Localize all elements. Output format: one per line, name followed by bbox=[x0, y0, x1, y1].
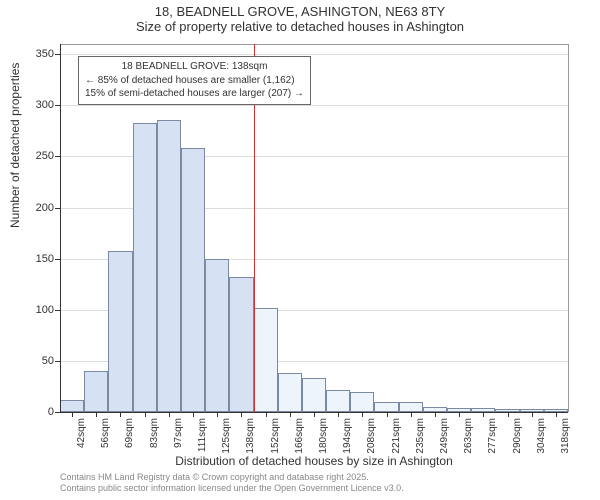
y-tick-label: 150 bbox=[36, 253, 54, 265]
histogram-bar bbox=[229, 277, 253, 412]
x-tick-mark bbox=[266, 412, 267, 417]
x-tick-mark bbox=[532, 412, 533, 417]
x-tick-label: 208sqm bbox=[366, 418, 377, 454]
x-tick-mark bbox=[508, 412, 509, 417]
y-tick-mark bbox=[55, 105, 60, 106]
histogram-bar bbox=[181, 148, 205, 412]
x-tick-mark bbox=[72, 412, 73, 417]
x-tick-mark bbox=[290, 412, 291, 417]
histogram-bar bbox=[108, 251, 132, 413]
x-tick-mark bbox=[338, 412, 339, 417]
x-tick-mark bbox=[193, 412, 194, 417]
y-tick-mark bbox=[55, 156, 60, 157]
histogram-bar bbox=[278, 373, 302, 412]
y-tick-label: 0 bbox=[48, 406, 54, 418]
x-tick-label: 263sqm bbox=[463, 418, 474, 454]
y-tick-label: 250 bbox=[36, 150, 54, 162]
gridline bbox=[60, 105, 568, 106]
histogram-bar bbox=[326, 390, 350, 412]
x-tick-mark bbox=[241, 412, 242, 417]
x-tick-mark bbox=[96, 412, 97, 417]
histogram-bar bbox=[60, 400, 84, 412]
x-tick-label: 277sqm bbox=[487, 418, 498, 454]
x-tick-label: 56sqm bbox=[100, 418, 111, 448]
x-tick-label: 235sqm bbox=[415, 418, 426, 454]
chart-title-sub: Size of property relative to detached ho… bbox=[0, 19, 600, 34]
y-tick-label: 50 bbox=[42, 355, 54, 367]
y-tick-label: 300 bbox=[36, 99, 54, 111]
x-tick-label: 304sqm bbox=[536, 418, 547, 454]
y-tick-mark bbox=[55, 259, 60, 260]
histogram-bar bbox=[374, 402, 398, 412]
y-axis-line bbox=[60, 44, 61, 412]
histogram-bar bbox=[350, 392, 374, 412]
x-tick-label: 111sqm bbox=[197, 418, 208, 452]
annotation-line-2: ← 85% of detached houses are smaller (1,… bbox=[85, 74, 304, 88]
x-tick-label: 42sqm bbox=[76, 418, 87, 448]
histogram-chart: 18, BEADNELL GROVE, ASHINGTON, NE63 8TY … bbox=[0, 0, 600, 500]
footer-line-1: Contains HM Land Registry data © Crown c… bbox=[60, 472, 404, 483]
axis-border-right bbox=[568, 44, 569, 412]
histogram-bar bbox=[302, 378, 326, 412]
x-tick-mark bbox=[411, 412, 412, 417]
histogram-bar bbox=[254, 308, 278, 412]
footer-line-2: Contains public sector information licen… bbox=[60, 483, 404, 494]
x-tick-label: 290sqm bbox=[512, 418, 523, 454]
x-tick-mark bbox=[459, 412, 460, 417]
x-tick-label: 249sqm bbox=[439, 418, 450, 454]
y-tick-mark bbox=[55, 54, 60, 55]
x-tick-label: 166sqm bbox=[294, 418, 305, 454]
x-tick-mark bbox=[120, 412, 121, 417]
x-tick-label: 318sqm bbox=[560, 418, 571, 454]
x-tick-mark bbox=[145, 412, 146, 417]
x-tick-mark bbox=[556, 412, 557, 417]
x-axis-title: Distribution of detached houses by size … bbox=[60, 454, 568, 468]
y-tick-label: 100 bbox=[36, 304, 54, 316]
x-tick-label: 69sqm bbox=[124, 418, 135, 448]
x-tick-label: 194sqm bbox=[342, 418, 353, 454]
x-tick-mark bbox=[387, 412, 388, 417]
histogram-bar bbox=[84, 371, 108, 412]
x-tick-mark bbox=[314, 412, 315, 417]
x-tick-label: 125sqm bbox=[221, 418, 232, 454]
x-tick-mark bbox=[362, 412, 363, 417]
histogram-bar bbox=[157, 120, 181, 412]
x-tick-label: 221sqm bbox=[391, 418, 402, 454]
x-tick-label: 97sqm bbox=[173, 418, 184, 448]
y-tick-label: 200 bbox=[36, 202, 54, 214]
x-tick-label: 83sqm bbox=[149, 418, 160, 448]
footer-attribution: Contains HM Land Registry data © Crown c… bbox=[60, 472, 404, 495]
y-axis-title: Number of detached properties bbox=[8, 63, 22, 228]
x-tick-label: 152sqm bbox=[270, 418, 281, 454]
y-tick-label: 350 bbox=[36, 48, 54, 60]
y-tick-mark bbox=[55, 361, 60, 362]
x-tick-label: 180sqm bbox=[318, 418, 329, 454]
x-tick-mark bbox=[483, 412, 484, 417]
histogram-bar bbox=[133, 123, 157, 412]
x-tick-mark bbox=[169, 412, 170, 417]
annotation-box: 18 BEADNELL GROVE: 138sqm ← 85% of detac… bbox=[78, 56, 311, 105]
annotation-line-3: 15% of semi-detached houses are larger (… bbox=[85, 87, 304, 101]
annotation-line-1: 18 BEADNELL GROVE: 138sqm bbox=[85, 60, 304, 74]
x-tick-label: 138sqm bbox=[245, 418, 256, 454]
x-tick-mark bbox=[435, 412, 436, 417]
histogram-bar bbox=[399, 402, 423, 412]
y-tick-mark bbox=[55, 208, 60, 209]
title-block: 18, BEADNELL GROVE, ASHINGTON, NE63 8TY … bbox=[0, 0, 600, 34]
chart-title-main: 18, BEADNELL GROVE, ASHINGTON, NE63 8TY bbox=[0, 4, 600, 19]
y-tick-mark bbox=[55, 310, 60, 311]
x-tick-mark bbox=[217, 412, 218, 417]
histogram-bar bbox=[205, 259, 229, 412]
